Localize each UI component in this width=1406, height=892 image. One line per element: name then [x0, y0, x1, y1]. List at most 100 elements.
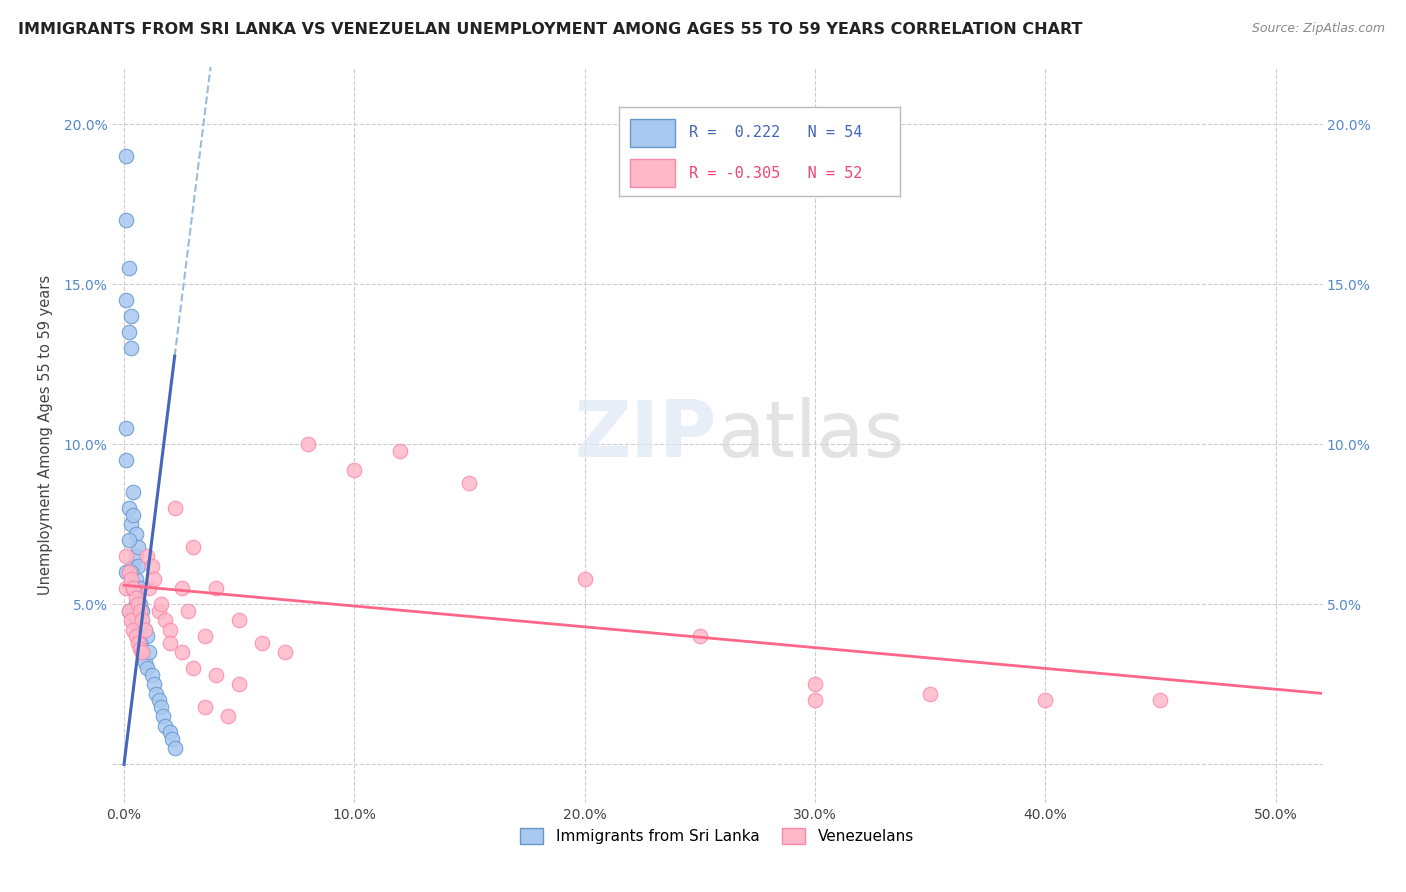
Point [129, 598, 152, 612]
Point [129, 636, 152, 650]
Point [120, 310, 142, 324]
Text: IMMIGRANTS FROM SRI LANKA VS VENEZUELAN UNEMPLOYMENT AMONG AGES 55 TO 59 YEARS C: IMMIGRANTS FROM SRI LANKA VS VENEZUELAN … [18, 22, 1083, 37]
Point [142, 677, 165, 691]
Point [124, 549, 146, 564]
Point [217, 709, 239, 723]
Point [120, 614, 142, 628]
Point [458, 475, 481, 490]
Point [127, 582, 149, 596]
Point [1033, 693, 1056, 707]
Point [163, 741, 186, 756]
Point [124, 598, 146, 612]
Point [228, 677, 250, 691]
Point [149, 598, 172, 612]
Point [117, 501, 139, 516]
Point [115, 421, 138, 435]
Point [155, 614, 177, 628]
Point [205, 582, 228, 596]
Point [170, 582, 193, 596]
Point [127, 559, 149, 574]
Point [124, 591, 146, 605]
Point [141, 668, 163, 682]
Point [117, 533, 139, 548]
Point [389, 443, 412, 458]
Point [115, 149, 138, 163]
Point [122, 582, 145, 596]
Point [117, 261, 139, 276]
Point [124, 614, 146, 628]
Point [120, 582, 142, 596]
Point [250, 636, 273, 650]
Point [574, 572, 596, 586]
Point [228, 614, 250, 628]
Point [127, 540, 149, 554]
Point [127, 636, 149, 650]
Point [131, 604, 153, 618]
Point [170, 645, 193, 659]
Point [131, 614, 153, 628]
Point [127, 598, 149, 612]
Point [181, 540, 204, 554]
Point [120, 517, 142, 532]
Point [194, 699, 217, 714]
Point [115, 549, 138, 564]
Text: R =  0.222   N = 54: R = 0.222 N = 54 [689, 126, 862, 140]
Point [152, 709, 174, 723]
Point [127, 614, 149, 628]
Point [115, 453, 138, 467]
Point [155, 719, 177, 733]
Point [136, 661, 159, 675]
Point [141, 559, 163, 574]
Point [124, 527, 146, 541]
Point [120, 342, 142, 356]
Point [148, 693, 170, 707]
Point [804, 693, 827, 707]
Point [274, 645, 297, 659]
Text: atlas: atlas [717, 397, 904, 473]
Point [131, 614, 153, 628]
Point [181, 661, 204, 675]
Legend: Immigrants from Sri Lanka, Venezuelans: Immigrants from Sri Lanka, Venezuelans [515, 822, 920, 850]
Point [138, 645, 160, 659]
Point [115, 293, 138, 308]
Point [689, 629, 711, 643]
Point [343, 463, 366, 477]
Point [142, 572, 165, 586]
Point [115, 566, 138, 580]
Point [136, 629, 159, 643]
Point [129, 636, 152, 650]
Point [131, 645, 153, 659]
Point [122, 508, 145, 522]
Text: R = -0.305   N = 52: R = -0.305 N = 52 [689, 166, 862, 180]
Point [115, 213, 138, 227]
Point [145, 687, 167, 701]
Point [804, 677, 827, 691]
Point [1149, 693, 1171, 707]
Point [159, 636, 181, 650]
Point [920, 687, 942, 701]
Point [194, 629, 217, 643]
Point [120, 566, 142, 580]
Point [162, 731, 184, 746]
Point [163, 501, 186, 516]
Point [134, 623, 156, 637]
Point [122, 559, 145, 574]
Point [131, 645, 153, 659]
Point [148, 604, 170, 618]
Bar [630, 159, 675, 187]
Point [117, 604, 139, 618]
Point [115, 582, 138, 596]
Point [124, 629, 146, 643]
Point [124, 572, 146, 586]
Point [134, 655, 156, 669]
Point [122, 604, 145, 618]
Point [149, 699, 172, 714]
Point [122, 485, 145, 500]
Point [177, 604, 200, 618]
Point [297, 437, 319, 451]
Text: Source: ZipAtlas.com: Source: ZipAtlas.com [1251, 22, 1385, 36]
Bar [630, 119, 675, 147]
Point [134, 623, 156, 637]
Y-axis label: Unemployment Among Ages 55 to 59 years: Unemployment Among Ages 55 to 59 years [38, 275, 52, 595]
Point [138, 582, 160, 596]
